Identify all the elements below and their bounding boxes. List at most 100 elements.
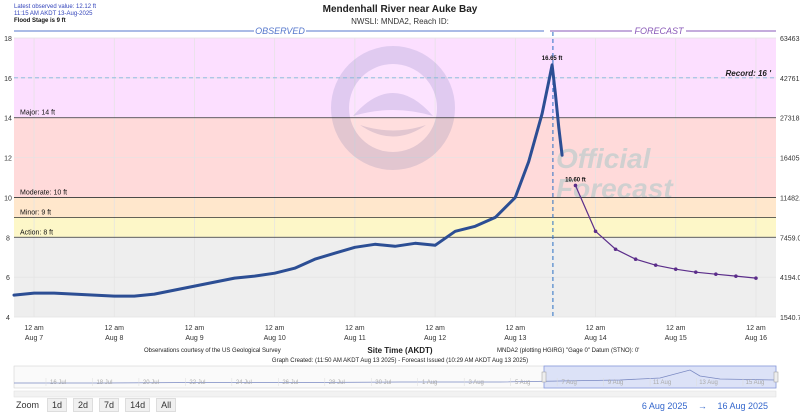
forecast-point: [754, 276, 758, 280]
x-tick-label: Aug 11: [344, 335, 366, 342]
navigator-label: 13 Aug: [699, 380, 718, 386]
threshold-label-minor: Minor: 9 ft: [20, 209, 51, 216]
record-label: Record: 16 ': [726, 69, 773, 78]
y-tick-label: 16: [4, 76, 12, 83]
navigator-label: 22 Jul: [189, 380, 205, 386]
zoom-14d-button[interactable]: 14d: [125, 398, 151, 412]
forecast-series-line: [574, 185, 756, 279]
chart-subtitle: NWSLI: MNDA2, Reach ID:: [351, 17, 449, 26]
forecast-point: [673, 267, 678, 271]
navigator-label: 15 Aug: [746, 380, 765, 386]
navigator-right-handle[interactable]: [773, 371, 779, 383]
y-tick-label: 10: [4, 195, 12, 202]
zoom-2d-button[interactable]: 2d: [73, 398, 94, 412]
x-tick-label: 12 am: [425, 325, 445, 332]
threshold-label-major: Major: 14 ft: [20, 110, 55, 117]
forecast-point: [714, 272, 718, 276]
navigator-label: 3 Aug: [469, 380, 484, 386]
right-axis-label: 27318.0: [780, 116, 800, 123]
credits-text: Observations courtesy of the US Geologic…: [144, 348, 281, 354]
navigator-label: 20 Jul: [143, 380, 159, 386]
forecast-point: [613, 247, 618, 252]
right-axis-label: 42761.0: [780, 76, 800, 83]
zoom-1d-button[interactable]: 1d: [47, 398, 68, 412]
navigator-label: 5 Aug: [515, 380, 530, 386]
right-axis-label: 7459.0: [780, 235, 800, 242]
navigator-left-handle[interactable]: [541, 371, 547, 383]
chart-footer: Observations courtesy of the US Geologic…: [144, 346, 639, 364]
x-tick-label: Aug 8: [105, 335, 123, 342]
y-tick-label: 18: [4, 36, 12, 43]
svg-text:Forecast: Forecast: [556, 173, 674, 204]
navigator-scrollbar[interactable]: [13, 390, 777, 398]
navigator-label: 16 Jul: [50, 380, 66, 386]
x-tick-label: Aug 16: [745, 335, 767, 342]
date-range: 6 Aug 2025 → 16 Aug 2025: [638, 401, 772, 411]
navigator-label: 30 Jul: [375, 380, 391, 386]
range-arrow: →: [697, 401, 707, 411]
navigator-label: 11 Aug: [653, 380, 671, 386]
x-tick-label: 12 am: [105, 325, 125, 332]
right-axis-label: 1540.7: [780, 315, 800, 322]
right-axis-label: 11482.0: [780, 195, 800, 202]
y-tick-label: 6: [6, 275, 10, 282]
x-tick-label: Aug 13: [504, 335, 526, 342]
x-axis-label: Site Time (AKDT): [367, 346, 433, 355]
svg-text:Official: Official: [556, 143, 652, 174]
right-axis-label: 63463.0: [780, 36, 800, 43]
threshold-lines: Action: 8 ft Minor: 9 ft Moderate: 10 ft Ma…: [14, 69, 776, 238]
observed-series-line: [12, 63, 564, 298]
forecast-label: FORECAST: [634, 26, 685, 36]
graph-created-text: Graph Created: (11:50 AM AKDT Aug 13 202…: [272, 358, 528, 364]
navigator-labels: 16 Jul 18 Jul 20 Jul 22 Jul 24 Jul 26 Jul 28 J…: [45, 378, 765, 386]
x-tick-label: Aug 10: [264, 335, 286, 342]
x-tick-label: 12 am: [746, 325, 766, 332]
forecast-point: [653, 263, 658, 267]
chart-title: Mendenhall River near Auke Bay: [323, 4, 478, 15]
band-minor: [14, 197, 776, 218]
y-tick-label: 4: [6, 315, 10, 322]
y-tick-label: 8: [6, 235, 10, 242]
band-action: [14, 217, 776, 238]
x-tick-label: 12 am: [506, 325, 526, 332]
x-tick-label: 12 am: [185, 325, 205, 332]
zoom-all-button[interactable]: All: [156, 398, 177, 412]
navigator-label: 24 Jul: [236, 380, 252, 386]
x-tick-label: 12 am: [24, 325, 44, 332]
forecast-point: [633, 257, 638, 262]
noaa-logo: [331, 46, 455, 170]
forecast-point: [693, 270, 698, 274]
zoom-label: Zoom: [16, 400, 40, 410]
forecast-point: [734, 274, 738, 278]
latest-time-text: 11:15 AM AKDT 13-Aug-2025: [14, 11, 93, 17]
x-tick-label: 12 am: [265, 325, 285, 332]
right-axis-label: 4194.0: [780, 275, 800, 282]
x-tick-label: Aug 9: [185, 335, 203, 342]
observed-label: OBSERVED: [255, 26, 305, 36]
navigator-label: 9 Aug: [608, 380, 623, 386]
forecast-peak-label: 10.60 ft: [565, 177, 586, 183]
navigator[interactable]: 16 Jul 18 Jul 20 Jul 22 Jul 24 Jul 26 Jul 28 J…: [13, 365, 779, 398]
forecast-point: [573, 183, 578, 188]
zoom-7d-button[interactable]: 7d: [99, 398, 120, 412]
navigator-label: 28 Jul: [329, 380, 345, 386]
x-tick-label: 12 am: [345, 325, 365, 332]
navigator-label: 26 Jul: [282, 380, 298, 386]
navigator-label: 18 Jul: [96, 380, 112, 386]
threshold-label-action: Action: 8 ft: [20, 229, 53, 236]
x-tick-label: Aug 15: [665, 335, 687, 342]
y-tick-label: 14: [4, 116, 12, 123]
range-from[interactable]: 6 Aug 2025: [641, 401, 688, 411]
official-forecast-watermark: Official Forecast: [556, 143, 674, 204]
series: 16.65 ft 10.60 ft: [12, 32, 758, 317]
observed-peak-label: 16.65 ft: [542, 56, 563, 62]
flood-stage-text: Flood Stage is 9 ft: [14, 18, 66, 24]
navigator-label: 1 Aug: [422, 380, 437, 386]
section-headers: OBSERVED FORECAST: [14, 25, 776, 36]
x-tick-label: Aug 12: [424, 335, 446, 342]
y-tick-label: 12: [4, 156, 12, 163]
right-axis-label: 16405.0: [780, 156, 800, 163]
range-to[interactable]: 16 Aug 2025: [717, 401, 768, 411]
datum-text: MNDA2 (plotting HGIRG) "Gage 0" Datum (S…: [497, 348, 639, 354]
